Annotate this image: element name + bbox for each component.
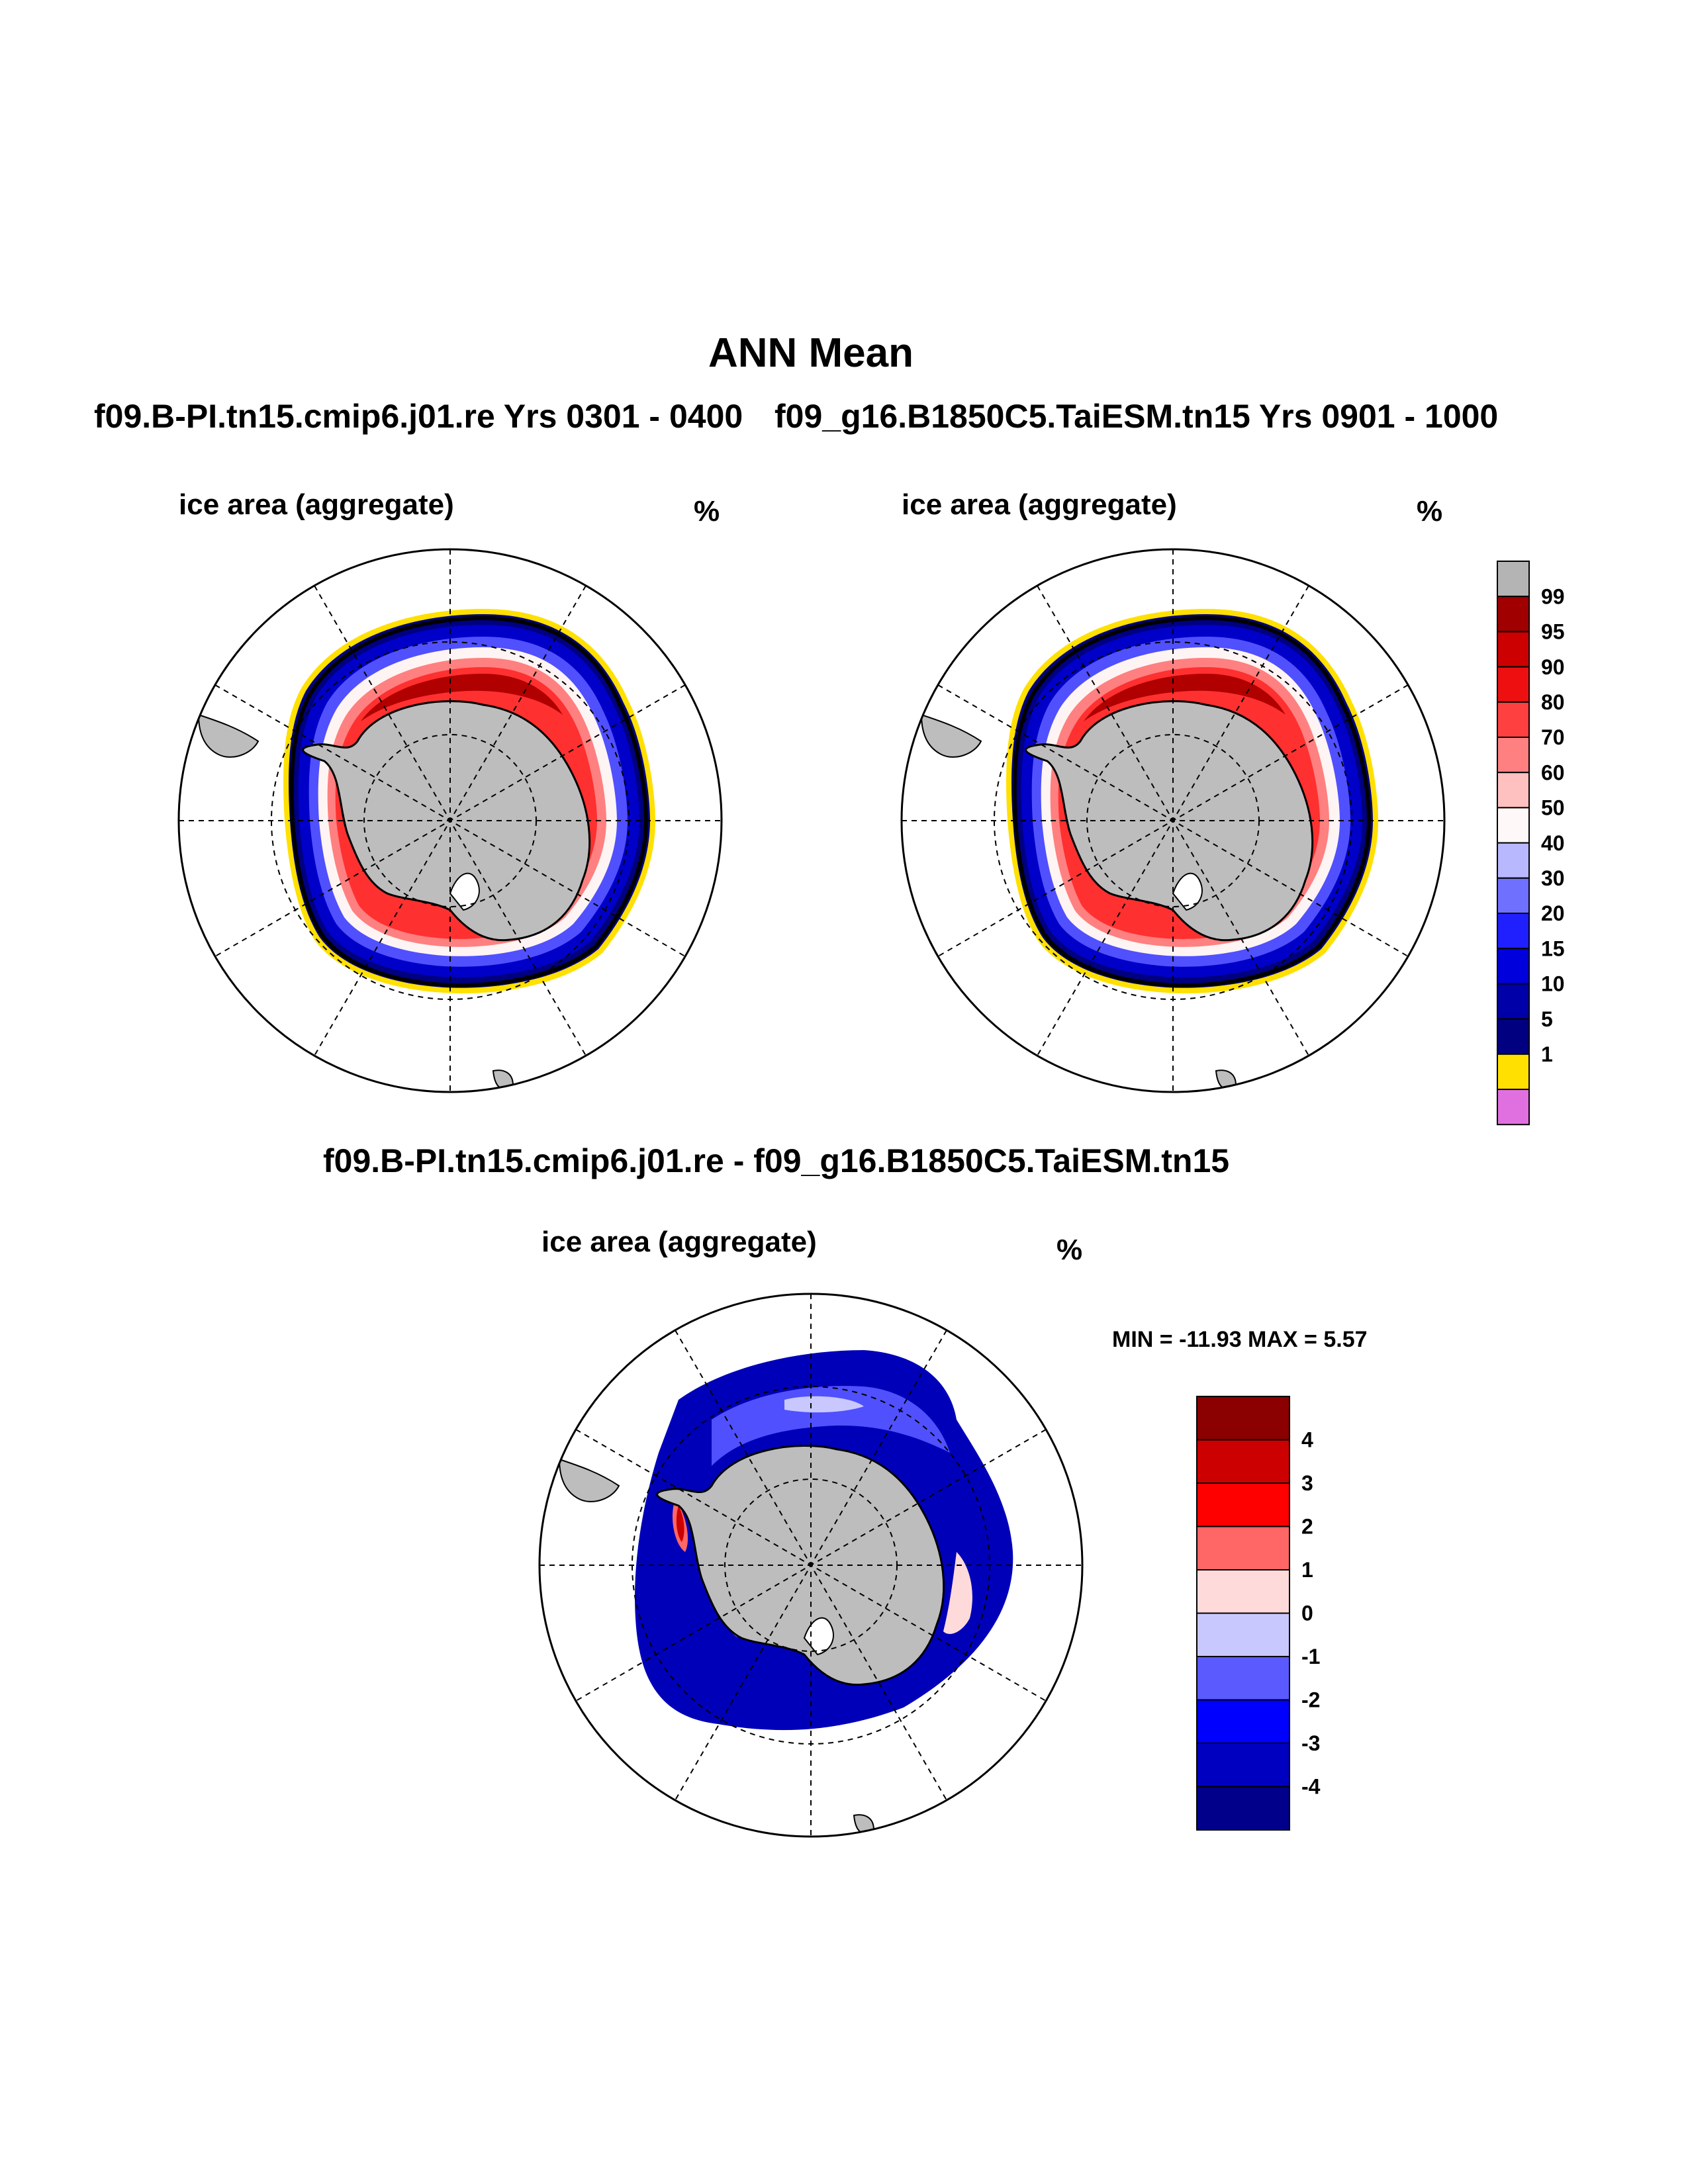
colorbar-diff-label: 0 bbox=[1301, 1602, 1313, 1625]
colorbar-main-label: 20 bbox=[1541, 901, 1565, 925]
main-title: ANN Mean bbox=[708, 330, 914, 376]
colorbar-main-label: 70 bbox=[1541, 725, 1565, 749]
right-panel-label: ice area (aggregate) bbox=[902, 488, 1177, 521]
colorbar-main: 99 95 90 80 70 60 50 40 30 20 15 10 5 1 bbox=[1497, 561, 1565, 1126]
colorbar-main-label: 95 bbox=[1541, 620, 1565, 644]
colorbar-diff-swatch bbox=[1196, 1569, 1290, 1614]
colorbar-main-swatch bbox=[1497, 983, 1530, 1020]
colorbar-diff-swatch bbox=[1196, 1439, 1290, 1484]
right-map bbox=[902, 549, 1444, 1092]
colorbar-main-swatch bbox=[1497, 877, 1530, 915]
colorbar-diff-swatch bbox=[1196, 1743, 1290, 1788]
colorbar-main-label: 90 bbox=[1541, 655, 1565, 679]
colorbar-main-swatch bbox=[1497, 631, 1530, 668]
colorbar-main-label: 40 bbox=[1541, 831, 1565, 855]
colorbar-main-swatch bbox=[1497, 1018, 1530, 1055]
right-map-frame bbox=[900, 548, 1446, 1093]
case1-title: f09.B-PI.tn15.cmip6.j01.re Yrs 0301 - 04… bbox=[94, 398, 743, 435]
colorbar-diff-label: 1 bbox=[1301, 1558, 1313, 1582]
colorbar-diff-label: -2 bbox=[1301, 1688, 1320, 1712]
colorbar-diff-label: -4 bbox=[1301, 1775, 1321, 1799]
colorbar-main-label: 10 bbox=[1541, 972, 1565, 996]
colorbar-main-swatch bbox=[1497, 737, 1530, 774]
colorbar-main-swatch bbox=[1497, 807, 1530, 844]
diff-map bbox=[539, 1294, 1082, 1837]
colorbar-main-swatch bbox=[1497, 1053, 1530, 1091]
colorbar-main-label: 15 bbox=[1541, 936, 1565, 960]
colorbar-main-label: 30 bbox=[1541, 866, 1565, 890]
right-panel-unit: % bbox=[1417, 495, 1443, 527]
diff-minmax: MIN = -11.93 MAX = 5.57 bbox=[1112, 1327, 1368, 1352]
case2-title: f09_g16.B1850C5.TaiESM.tn15 Yrs 0901 - 1… bbox=[774, 398, 1499, 435]
colorbar-main-swatch bbox=[1497, 561, 1530, 598]
colorbar-main-swatch bbox=[1497, 666, 1530, 703]
left-map-frame bbox=[177, 548, 723, 1093]
diff-title: f09.B-PI.tn15.cmip6.j01.re - f09_g16.B18… bbox=[323, 1142, 1230, 1179]
colorbar-diff-label: -3 bbox=[1301, 1731, 1320, 1755]
colorbar-diff-swatch bbox=[1196, 1656, 1290, 1701]
colorbar-diff-swatch bbox=[1196, 1699, 1290, 1744]
colorbar-diff-label: -1 bbox=[1301, 1645, 1320, 1668]
diff-panel-label: ice area (aggregate) bbox=[541, 1226, 817, 1258]
colorbar-main-label: 1 bbox=[1541, 1042, 1553, 1066]
colorbar-main-label: 50 bbox=[1541, 796, 1565, 820]
colorbar-diff-swatch bbox=[1196, 1612, 1290, 1657]
colorbar-main-swatch bbox=[1497, 596, 1530, 633]
colorbar-main-label: 80 bbox=[1541, 690, 1565, 714]
colorbar-main-swatch bbox=[1497, 701, 1530, 739]
left-panel-unit: % bbox=[694, 495, 720, 527]
left-panel-label: ice area (aggregate) bbox=[179, 488, 454, 521]
colorbar-main-swatch bbox=[1497, 842, 1530, 879]
colorbar-diff-swatch bbox=[1196, 1525, 1290, 1570]
colorbar-diff-label: 3 bbox=[1301, 1471, 1313, 1495]
colorbar-main-swatch bbox=[1497, 1089, 1530, 1126]
colorbar-main-swatch bbox=[1497, 913, 1530, 950]
colorbar-diff-label: 2 bbox=[1301, 1515, 1313, 1539]
colorbar-main-label: 99 bbox=[1541, 584, 1565, 608]
left-map bbox=[179, 549, 722, 1092]
diff-panel-unit: % bbox=[1056, 1234, 1083, 1266]
colorbar-diff: 4 3 2 1 0 -1 -2 -3 -4 bbox=[1196, 1396, 1321, 1831]
diff-map-frame bbox=[538, 1293, 1084, 1838]
colorbar-diff-swatch bbox=[1196, 1786, 1290, 1831]
colorbar-diff-swatch bbox=[1196, 1482, 1290, 1527]
colorbar-diff-label: 4 bbox=[1301, 1428, 1313, 1452]
colorbar-main-label: 60 bbox=[1541, 760, 1565, 784]
colorbar-main-swatch bbox=[1497, 948, 1530, 985]
colorbar-diff-swatch bbox=[1196, 1396, 1290, 1441]
colorbar-main-label: 5 bbox=[1541, 1007, 1553, 1031]
colorbar-main-swatch bbox=[1497, 772, 1530, 809]
